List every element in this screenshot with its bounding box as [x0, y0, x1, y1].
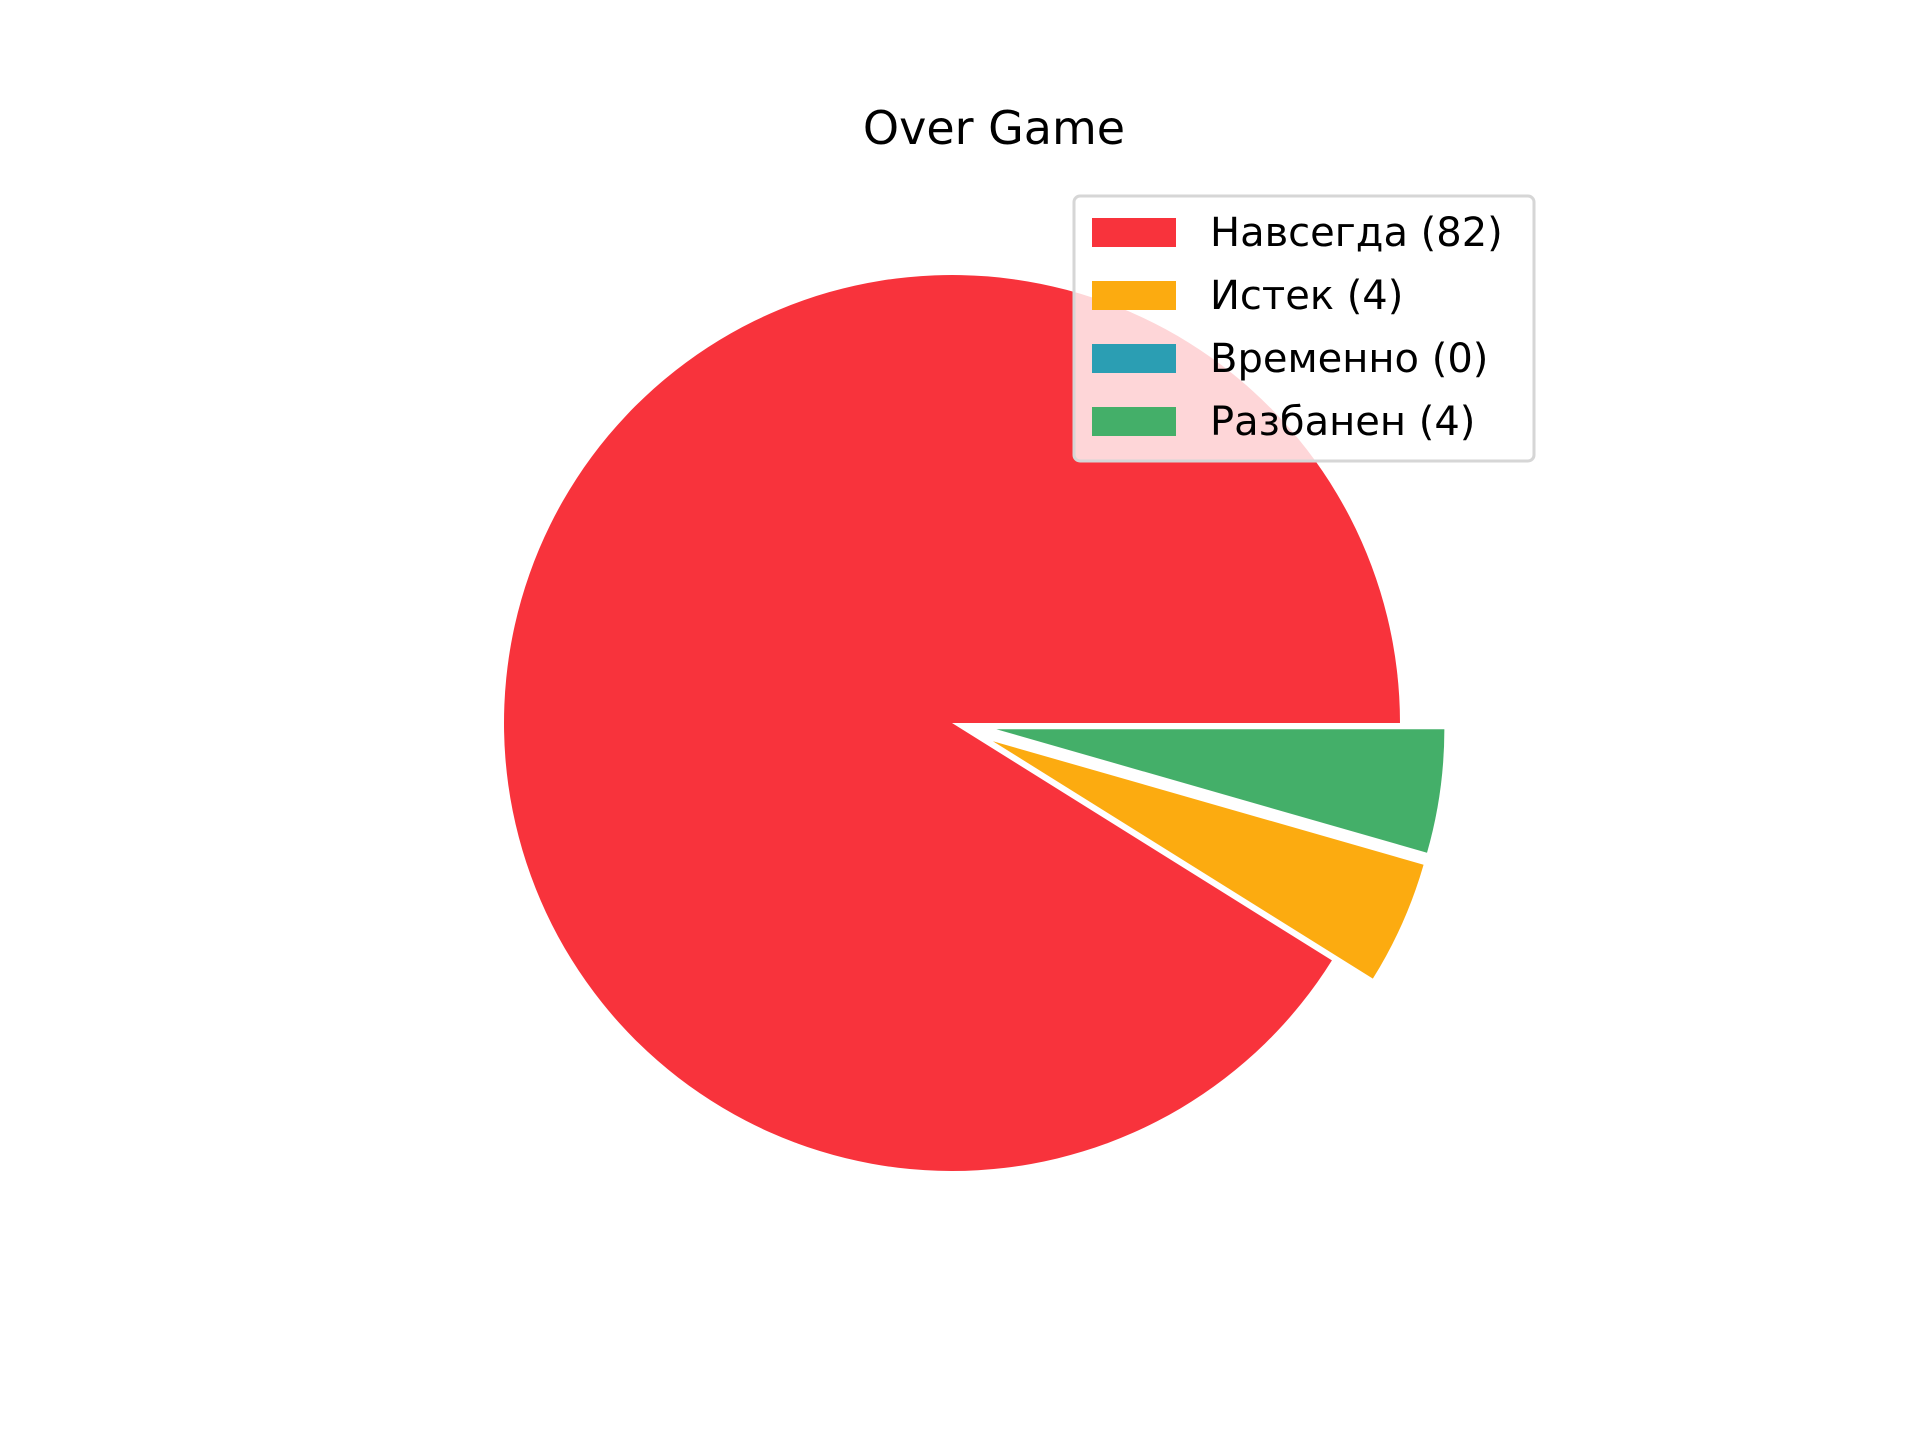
pie-slice-1: [504, 274, 1400, 1171]
legend-swatch-4: [1092, 407, 1176, 436]
pie-slice-2: [992, 741, 1424, 979]
legend-frame: [1072, 194, 1536, 463]
pie-slice-4: [996, 729, 1445, 853]
chart-title: Over Game: [863, 101, 1125, 155]
legend-swatch-2: [1092, 281, 1176, 310]
legend-label-4: Разбанен (4): [1210, 399, 1475, 445]
legend-items: Навсегда (82) Истек (4) Временно (0) Разбан…: [1092, 210, 1503, 445]
legend-label-3: Временно (0): [1210, 336, 1488, 382]
pie-slices: [504, 274, 1445, 1171]
legend-swatch-3: [1092, 344, 1176, 373]
legend: Навсегда (82) Истек (4) Временно (0) Разбан…: [1072, 194, 1536, 463]
legend-label-1: Навсегда (82): [1210, 210, 1503, 256]
legend-swatch-1: [1092, 218, 1176, 247]
legend-label-2: Истек (4): [1210, 273, 1403, 319]
